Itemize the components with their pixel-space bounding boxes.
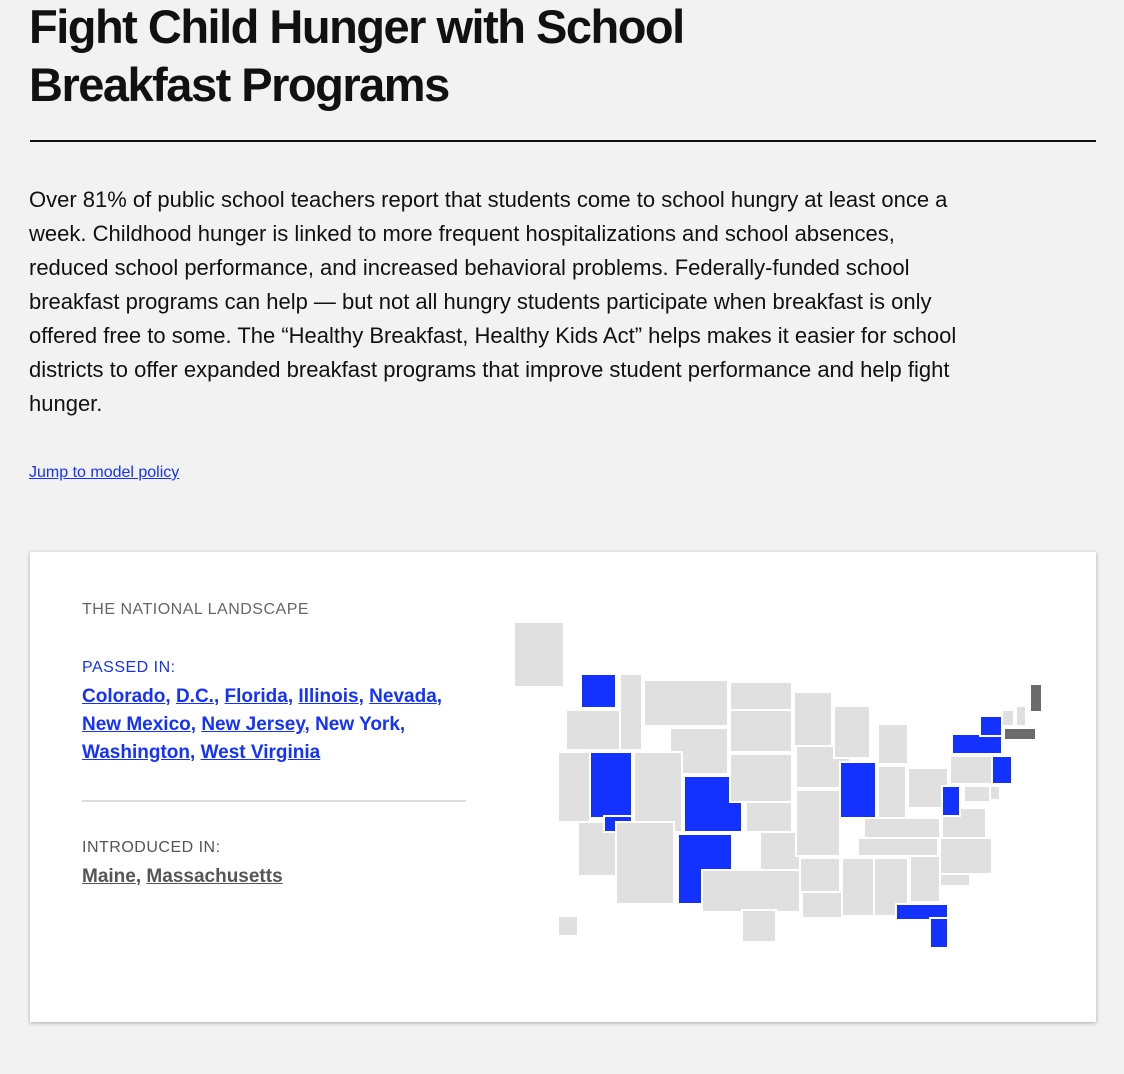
state <box>1003 727 1037 741</box>
divider <box>30 140 1096 142</box>
state <box>951 733 1003 755</box>
separator-text: , <box>287 686 294 707</box>
state <box>580 673 617 709</box>
state <box>745 801 793 833</box>
state <box>877 765 907 819</box>
state-link[interactable]: D.C. <box>175 686 214 707</box>
state <box>991 755 1013 785</box>
separator-text: , <box>135 866 142 887</box>
separator-text: , <box>190 714 197 735</box>
state <box>589 751 633 819</box>
state <box>643 679 729 727</box>
state <box>839 761 877 819</box>
state-link[interactable]: Washington <box>82 742 190 763</box>
state <box>795 789 841 857</box>
state <box>759 831 801 873</box>
state <box>1029 683 1043 713</box>
state <box>513 621 565 688</box>
state <box>729 753 793 803</box>
state-link[interactable]: Colorado <box>82 686 166 707</box>
state-link[interactable]: Maine <box>82 866 136 887</box>
state <box>841 857 875 917</box>
section-heading: THE NATIONAL LANDSCAPE <box>82 601 310 618</box>
state <box>1001 709 1015 727</box>
state <box>939 837 993 875</box>
separator-text: , <box>165 686 171 707</box>
state <box>799 857 841 893</box>
separator <box>82 800 466 802</box>
state <box>565 709 621 751</box>
state <box>863 817 941 839</box>
state-link[interactable]: Massachusetts <box>146 866 283 887</box>
state <box>1015 705 1027 727</box>
intro-text: Over 81% of public school teachers repor… <box>29 187 957 416</box>
state-link[interactable]: Illinois <box>298 686 359 707</box>
separator-text: , <box>213 686 220 707</box>
state <box>909 855 941 903</box>
passed-list: Colorado, D.C., Florida, Illinois, Nevad… <box>82 683 482 767</box>
state-link[interactable]: Florida <box>224 686 288 707</box>
states <box>513 621 1043 949</box>
introduced-label: INTRODUCED IN: <box>82 839 221 856</box>
separator-text: , <box>358 686 364 707</box>
state-link[interactable]: New Jersey <box>201 714 305 735</box>
state <box>895 903 949 921</box>
state-link[interactable]: New Mexico <box>82 714 191 735</box>
state <box>701 869 801 913</box>
state <box>929 917 949 949</box>
state-link: New York <box>315 714 400 735</box>
state <box>633 751 683 833</box>
state <box>963 785 991 803</box>
separator-text: , <box>304 714 310 735</box>
state <box>741 909 777 943</box>
state <box>941 785 961 817</box>
passed-label: PASSED IN: <box>82 659 176 676</box>
state <box>793 691 833 747</box>
state <box>557 751 591 823</box>
state <box>729 709 793 753</box>
separator-text: , <box>436 686 443 707</box>
introduced-list: Maine, Massachusetts <box>82 863 482 891</box>
jump-link[interactable]: Jump to model policy <box>29 464 180 481</box>
state <box>979 715 1003 737</box>
state-link[interactable]: West Virginia <box>200 742 321 763</box>
state <box>857 837 939 857</box>
state <box>949 755 993 785</box>
title: Fight Child Hunger with School Breakfast… <box>29 0 685 111</box>
state <box>619 673 643 751</box>
separator-text: , <box>399 714 406 735</box>
state-link[interactable]: Nevada <box>369 686 437 707</box>
separator-text: , <box>190 742 196 763</box>
state <box>615 821 675 905</box>
state <box>877 723 909 765</box>
state <box>729 681 793 711</box>
state <box>557 915 579 937</box>
state <box>833 705 871 759</box>
state <box>989 785 1001 801</box>
